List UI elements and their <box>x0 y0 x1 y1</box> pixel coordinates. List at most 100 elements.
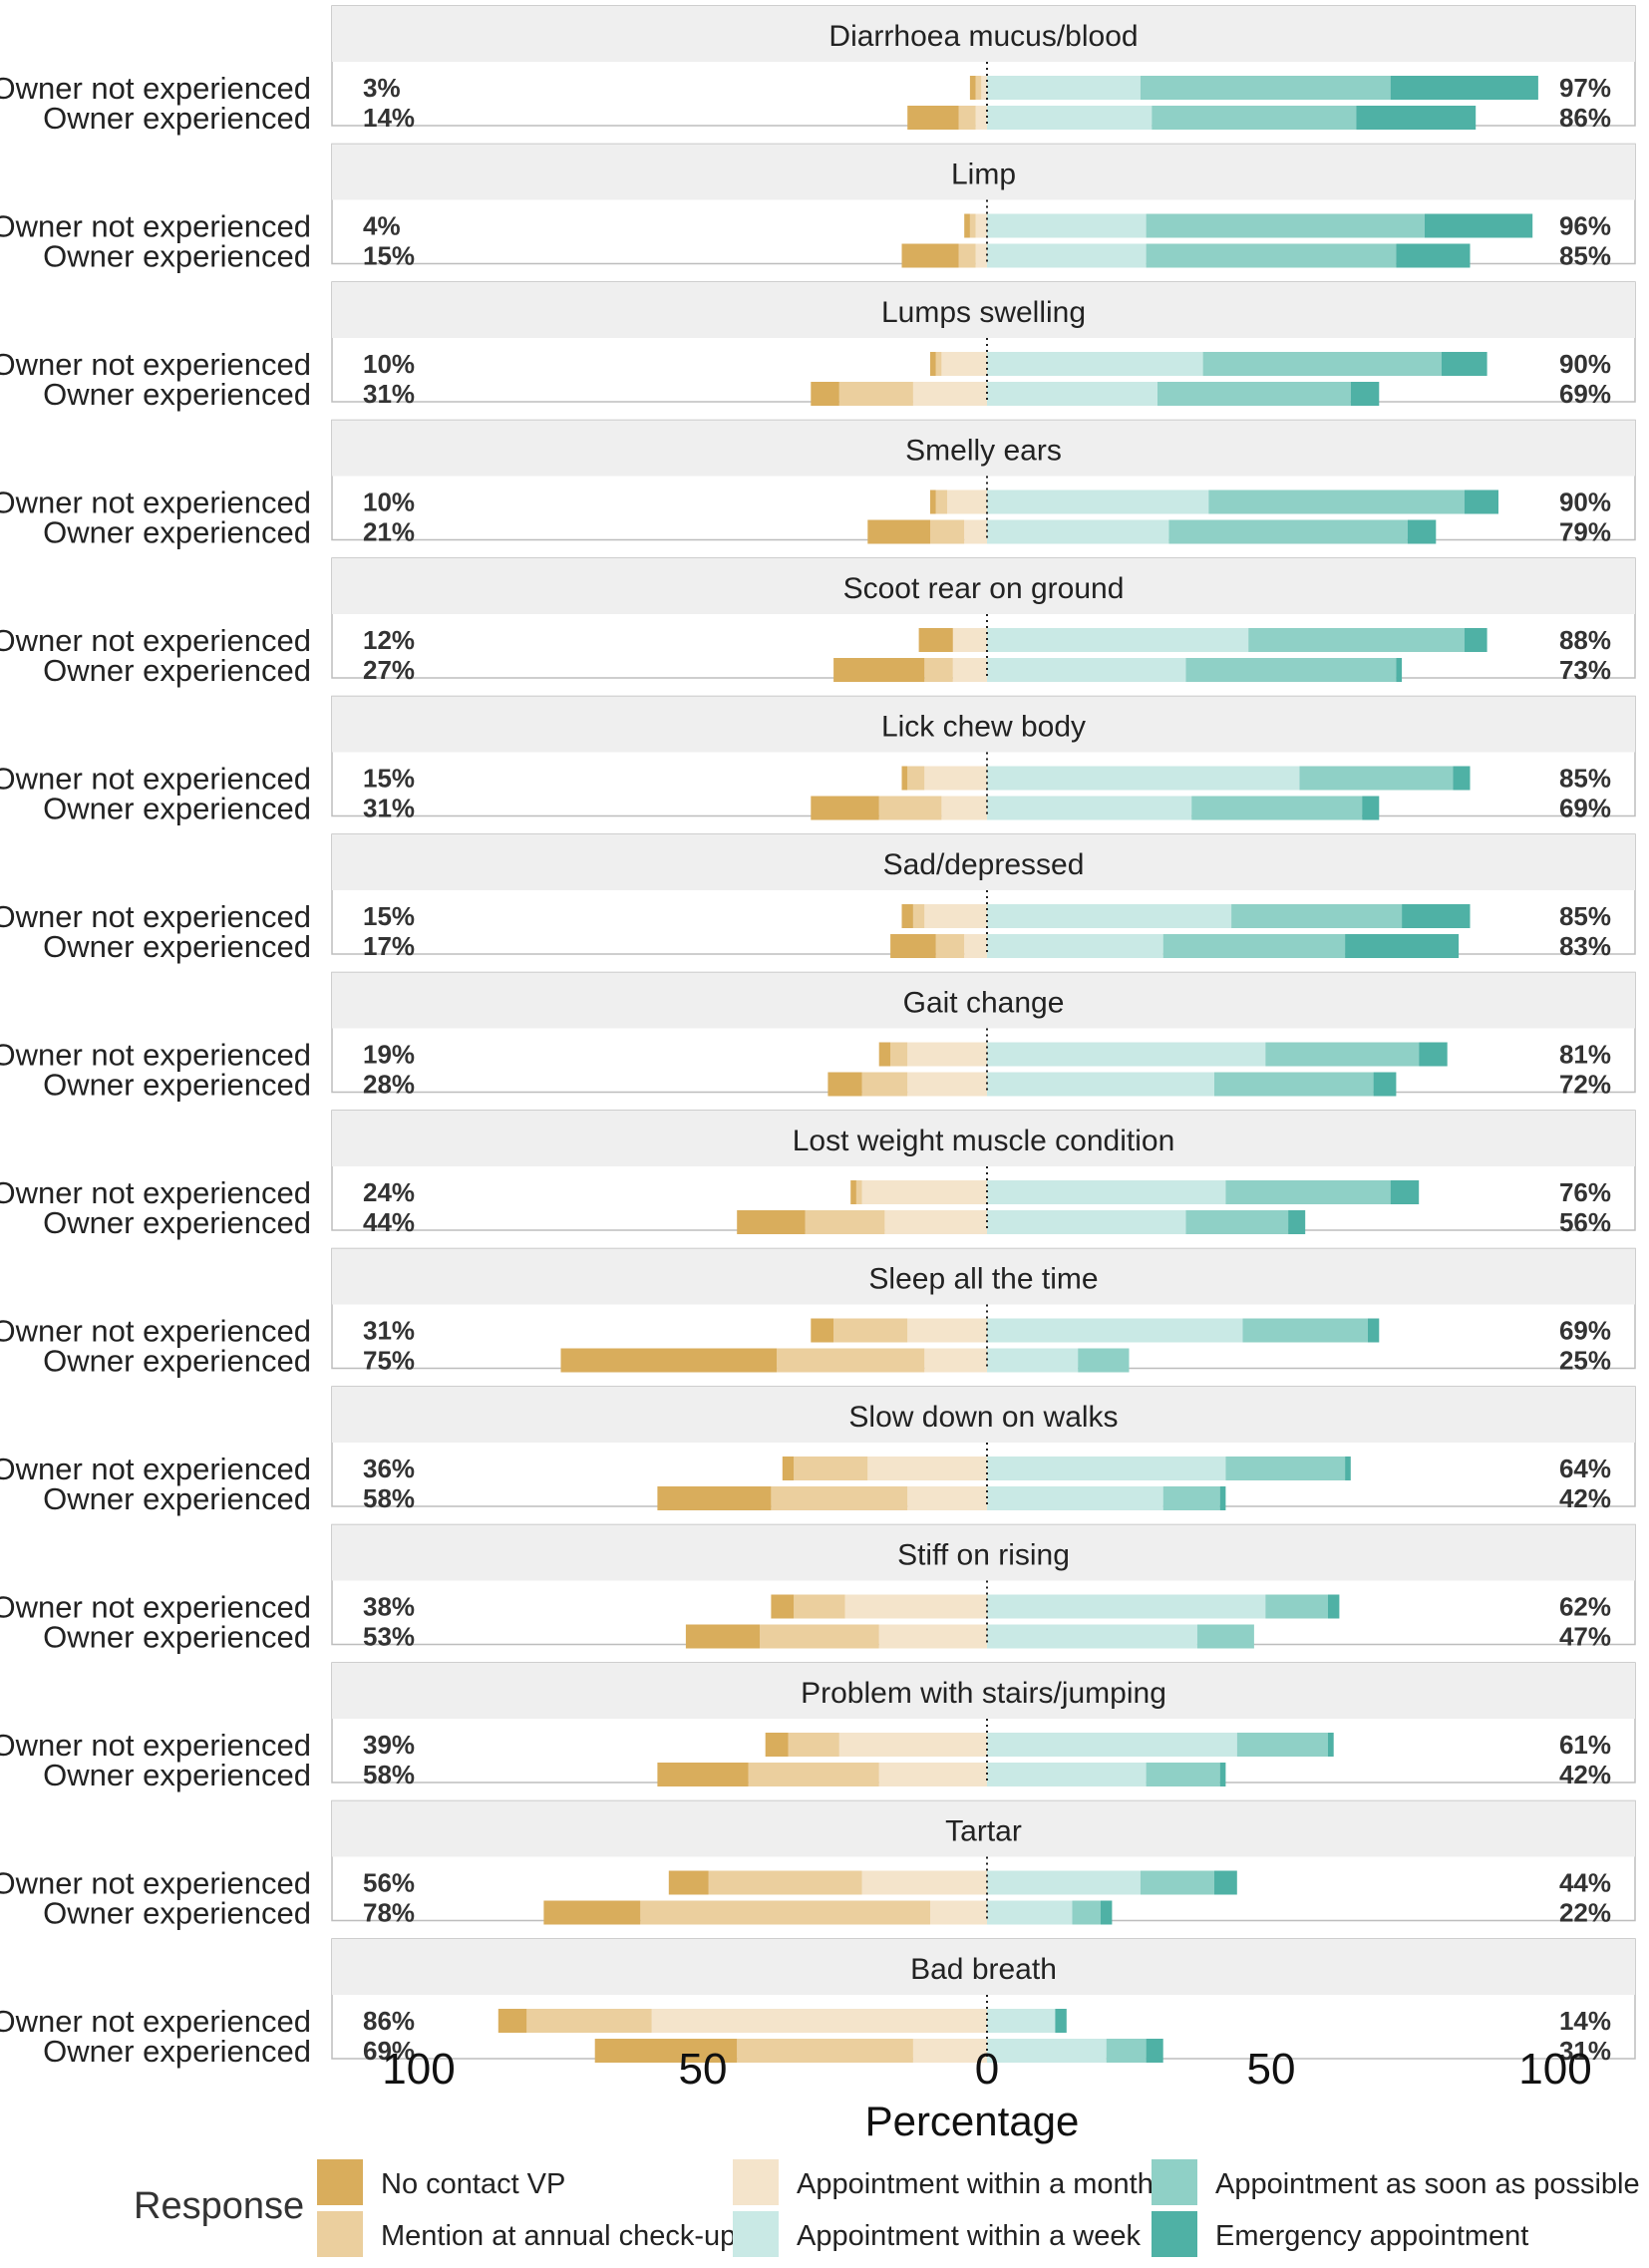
bar-segment-asap <box>1242 1318 1368 1343</box>
legend-label: Appointment within a month <box>797 2168 1154 2200</box>
panel-strip <box>332 558 1635 614</box>
panel-strip <box>332 144 1635 200</box>
bar-segment-no_contact <box>878 1042 891 1067</box>
bar-segment-month <box>947 489 987 514</box>
bar-segment-week <box>987 1900 1073 1925</box>
row-label: Owner not experienced <box>0 1175 311 1210</box>
bar-segment-annual <box>748 1763 879 1786</box>
panel-title: Diarrhoea mucus/blood <box>828 20 1138 53</box>
bar-segment-annual <box>708 1870 862 1895</box>
bar-segment-asap <box>1072 1900 1101 1925</box>
bar-segment-week <box>987 519 1169 544</box>
row-label: Owner not experienced <box>0 762 311 797</box>
bar-segment-no_contact <box>827 1072 862 1097</box>
bar-segment-emergency <box>1219 1486 1226 1510</box>
row-label: Owner experienced <box>43 239 311 274</box>
left-percent-label: 24% <box>363 1177 415 1207</box>
bar-segment-month <box>907 1042 987 1067</box>
x-tick-label: 0 <box>975 2045 999 2094</box>
bar-segment-asap <box>1265 1042 1420 1067</box>
bar-segment-no_contact <box>685 1624 760 1649</box>
bar-segment-week <box>987 1072 1214 1097</box>
bar-segment-annual <box>805 1210 885 1234</box>
bar-segment-week <box>987 382 1157 406</box>
bar-segment-month <box>930 1900 987 1925</box>
bar-segment-asap <box>1106 2039 1147 2063</box>
right-percent-label: 85% <box>1559 901 1611 931</box>
bar-segment-asap <box>1152 106 1357 130</box>
panel-title: Sad/depressed <box>883 848 1085 881</box>
bar-segment-asap <box>1208 489 1465 514</box>
panel-title: Problem with stairs/jumping <box>801 1677 1166 1710</box>
bar-segment-asap <box>1146 1763 1220 1786</box>
panel-title: Stiff on rising <box>897 1539 1070 1572</box>
right-percent-label: 47% <box>1559 1622 1611 1652</box>
left-percent-label: 3% <box>363 73 401 103</box>
x-tick-label: 100 <box>382 2045 455 2094</box>
panel-title: Smelly ears <box>905 435 1062 468</box>
bar-segment-asap <box>1236 1733 1328 1757</box>
bar-segment-asap <box>1231 904 1403 928</box>
bar-segment-week <box>987 213 1147 238</box>
x-tick-label: 50 <box>1247 2045 1296 2094</box>
right-percent-label: 76% <box>1559 1177 1611 1207</box>
left-percent-label: 15% <box>363 241 415 271</box>
legend-swatch-emergency <box>1152 2211 1197 2257</box>
legend-label: Appointment within a week <box>797 2220 1141 2252</box>
panel-title: Slow down on walks <box>848 1401 1118 1434</box>
bar-segment-week <box>987 1870 1141 1895</box>
row-label: Owner experienced <box>43 1068 311 1103</box>
left-percent-label: 86% <box>363 2006 415 2036</box>
panel-8: Gait change Owner not experienced 19% 81% Ow… <box>0 971 1636 1103</box>
row-label: Owner experienced <box>43 101 311 136</box>
bar-segment-asap <box>1157 382 1351 406</box>
bar-segment-annual <box>855 1180 862 1204</box>
row-label: Owner experienced <box>43 2034 311 2069</box>
panel-title: Lick chew body <box>881 711 1086 744</box>
row-label: Owner experienced <box>43 653 311 688</box>
left-percent-label: 10% <box>363 349 415 379</box>
left-percent-label: 10% <box>363 487 415 517</box>
left-percent-label: 15% <box>363 901 415 931</box>
legend-swatch-asap <box>1152 2159 1197 2205</box>
bar-segment-emergency <box>1146 2039 1163 2063</box>
right-percent-label: 44% <box>1559 1868 1611 1898</box>
bar-segment-month <box>878 1624 987 1649</box>
bar-segment-no_contact <box>811 796 879 820</box>
left-percent-label: 28% <box>363 1070 415 1100</box>
panel-4: Smelly ears Owner not experienced 10% 90% Ow… <box>0 419 1636 550</box>
bar-segment-no_contact <box>901 904 913 928</box>
bar-segment-month <box>941 796 987 820</box>
bar-segment-emergency <box>1396 243 1471 268</box>
bar-segment-no_contact <box>964 213 970 238</box>
bar-segment-annual <box>771 1486 908 1510</box>
bar-segment-emergency <box>1356 106 1477 130</box>
right-percent-label: 14% <box>1559 2006 1611 2036</box>
panel-title: Lumps swelling <box>881 296 1086 329</box>
row-label: Owner not experienced <box>0 1038 311 1073</box>
panel-strip <box>332 6 1635 62</box>
left-percent-label: 75% <box>363 1346 415 1376</box>
row-label: Owner experienced <box>43 515 311 550</box>
right-percent-label: 90% <box>1559 349 1611 379</box>
bar-segment-emergency <box>1328 1594 1340 1619</box>
row-label: Owner not experienced <box>0 2004 311 2039</box>
bar-segment-month <box>952 658 987 682</box>
panel-strip <box>332 696 1635 753</box>
row-label: Owner not experienced <box>0 486 311 520</box>
right-percent-label: 69% <box>1559 379 1611 409</box>
bar-segment-annual <box>777 1348 925 1373</box>
row-label: Owner not experienced <box>0 1728 311 1763</box>
bar-segment-annual <box>969 213 976 238</box>
bar-segment-no_contact <box>765 1733 789 1757</box>
panel-strip <box>332 834 1635 890</box>
bar-segment-asap <box>1162 934 1346 958</box>
bar-segment-annual <box>737 2039 913 2063</box>
bar-segment-asap <box>1078 1348 1130 1373</box>
row-label: Owner not experienced <box>0 209 311 244</box>
bar-segment-week <box>987 1042 1266 1067</box>
panel-title: Sleep all the time <box>868 1263 1098 1296</box>
panel-strip <box>332 1111 1635 1166</box>
bar-segment-asap <box>1202 352 1442 376</box>
right-percent-label: 86% <box>1559 103 1611 133</box>
